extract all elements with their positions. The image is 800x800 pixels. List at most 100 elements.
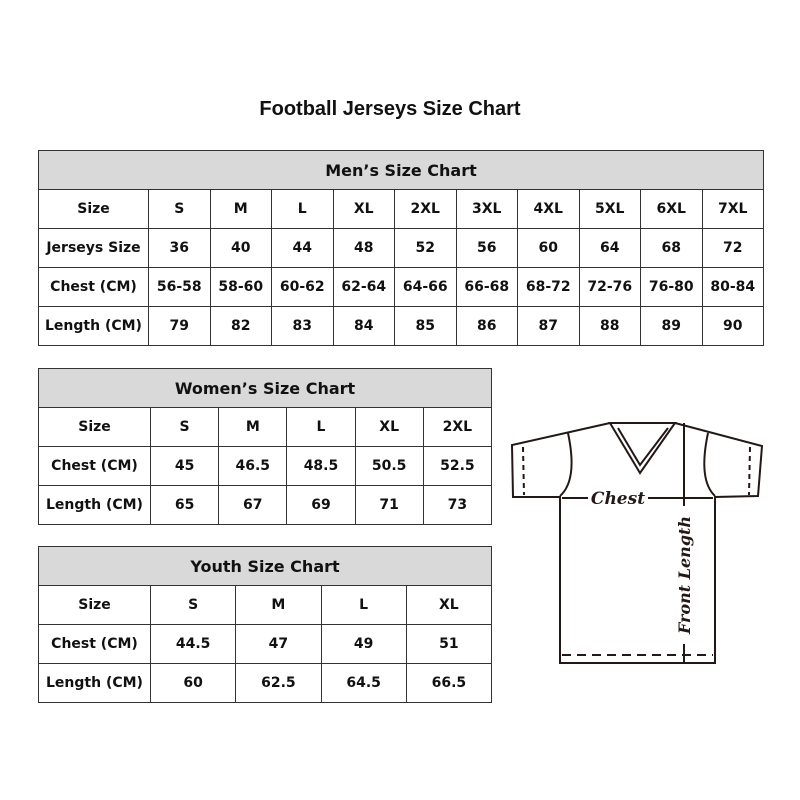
youth-size-table: Youth Size Chart Size S M L XL Chest (CM) 44.5 4… xyxy=(38,546,493,703)
table-cell: 82 xyxy=(209,306,272,346)
chest-label: Chest xyxy=(591,489,645,509)
table-cell: 87 xyxy=(517,306,580,346)
table-cell: 64-66 xyxy=(394,267,457,307)
table-cell: 86 xyxy=(455,306,518,346)
table-cell: XL xyxy=(332,189,395,229)
table-cell: 3XL xyxy=(455,189,518,229)
table-cell: 76-80 xyxy=(640,267,703,307)
table-cell: 89 xyxy=(640,306,703,346)
table-row: Size S M L XL 2XL 3XL 4XL 5XL 6XL 7XL xyxy=(38,189,764,229)
men-table-title: Men’s Size Chart xyxy=(38,150,764,190)
table-row: Jerseys Size 36 40 44 48 52 56 60 64 68 72 xyxy=(38,228,764,268)
row-label: Length (CM) xyxy=(38,485,151,525)
table-cell: 44.5 xyxy=(149,624,237,664)
table-cell: S xyxy=(149,585,237,625)
table-cell: 51 xyxy=(405,624,493,664)
table-cell: 45 xyxy=(149,446,220,486)
table-cell: 5XL xyxy=(578,189,641,229)
table-row: Size S M L XL 2XL xyxy=(38,407,493,447)
youth-table-title: Youth Size Chart xyxy=(38,546,492,586)
table-cell: 72 xyxy=(701,228,764,268)
table-cell: XL xyxy=(354,407,424,447)
table-cell: 36 xyxy=(148,228,211,268)
table-cell: 58-60 xyxy=(209,267,272,307)
table-cell: 62-64 xyxy=(332,267,395,307)
table-cell: S xyxy=(149,407,220,447)
table-cell: 44 xyxy=(271,228,334,268)
womens-size-table: Women’s Size Chart Size S M L XL 2XL Chest (CM)… xyxy=(38,368,493,525)
table-cell: 71 xyxy=(354,485,424,525)
table-cell: 56-58 xyxy=(148,267,211,307)
table-cell: 72-76 xyxy=(578,267,641,307)
table-cell: 64.5 xyxy=(320,663,407,703)
table-cell: 4XL xyxy=(517,189,580,229)
table-cell: 56 xyxy=(455,228,518,268)
table-cell: 84 xyxy=(332,306,395,346)
table-cell: 80-84 xyxy=(701,267,764,307)
table-cell: 2XL xyxy=(422,407,493,447)
table-cell: 60-62 xyxy=(271,267,334,307)
table-cell: 66.5 xyxy=(405,663,493,703)
table-cell: S xyxy=(148,189,211,229)
table-cell: 50.5 xyxy=(354,446,424,486)
table-cell: 90 xyxy=(701,306,764,346)
armhole-right xyxy=(703,432,716,497)
table-cell: 62.5 xyxy=(235,663,322,703)
table-cell: L xyxy=(286,407,356,447)
table-cell: 2XL xyxy=(394,189,457,229)
table-cell: M xyxy=(218,407,288,447)
table-cell: 69 xyxy=(286,485,356,525)
table-cell: 79 xyxy=(148,306,211,346)
table-cell: 40 xyxy=(209,228,272,268)
table-row: Size S M L XL xyxy=(38,585,493,625)
table-cell: L xyxy=(320,585,407,625)
table-cell: 52 xyxy=(394,228,457,268)
table-cell: 68 xyxy=(640,228,703,268)
row-label: Size xyxy=(38,189,149,229)
table-cell: M xyxy=(235,585,322,625)
sleeve-hem-dashes xyxy=(522,446,751,496)
table-row: Chest (CM) 44.5 47 49 51 xyxy=(38,624,493,664)
shirt-outline xyxy=(510,422,764,664)
row-label: Length (CM) xyxy=(38,306,149,346)
row-label: Size xyxy=(38,585,151,625)
table-cell: 6XL xyxy=(640,189,703,229)
row-label: Chest (CM) xyxy=(38,446,151,486)
table-row: Chest (CM) 56-58 58-60 60-62 62-64 64-66 66-68… xyxy=(38,267,764,307)
row-label: Jerseys Size xyxy=(38,228,149,268)
table-cell: 67 xyxy=(218,485,288,525)
table-cell: 66-68 xyxy=(455,267,518,307)
mens-size-table: Men’s Size Chart Size S M L XL 2XL 3XL 4XL 5XL 6XL… xyxy=(38,150,764,346)
table-cell: 7XL xyxy=(701,189,764,229)
table-cell: 48.5 xyxy=(286,446,356,486)
table-cell: 65 xyxy=(149,485,220,525)
table-cell: 52.5 xyxy=(422,446,493,486)
row-label: Chest (CM) xyxy=(38,267,149,307)
armhole-left xyxy=(559,432,573,497)
table-cell: 85 xyxy=(394,306,457,346)
table-cell: 47 xyxy=(235,624,322,664)
front-length-label: Front Length xyxy=(675,516,694,635)
neck-collar xyxy=(608,422,677,475)
table-cell: 60 xyxy=(149,663,237,703)
table-cell: L xyxy=(271,189,334,229)
table-cell: 73 xyxy=(422,485,493,525)
table-cell: 68-72 xyxy=(517,267,580,307)
table-cell: XL xyxy=(405,585,493,625)
jersey-measurement-diagram: Chest Front Length xyxy=(510,422,764,664)
row-label: Chest (CM) xyxy=(38,624,151,664)
women-table-title: Women’s Size Chart xyxy=(38,368,492,408)
table-cell: 49 xyxy=(320,624,407,664)
table-row: Length (CM) 65 67 69 71 73 xyxy=(38,485,493,525)
table-cell: 64 xyxy=(578,228,641,268)
table-row: Chest (CM) 45 46.5 48.5 50.5 52.5 xyxy=(38,446,493,486)
table-cell: 60 xyxy=(517,228,580,268)
table-cell: M xyxy=(209,189,272,229)
table-cell: 46.5 xyxy=(218,446,288,486)
table-row: Length (CM) 79 82 83 84 85 86 87 88 89 90 xyxy=(38,306,764,346)
table-cell: 83 xyxy=(271,306,334,346)
row-label: Size xyxy=(38,407,151,447)
table-cell: 48 xyxy=(332,228,395,268)
page-title: Football Jerseys Size Chart xyxy=(259,98,521,120)
table-row: Length (CM) 60 62.5 64.5 66.5 xyxy=(38,663,493,703)
